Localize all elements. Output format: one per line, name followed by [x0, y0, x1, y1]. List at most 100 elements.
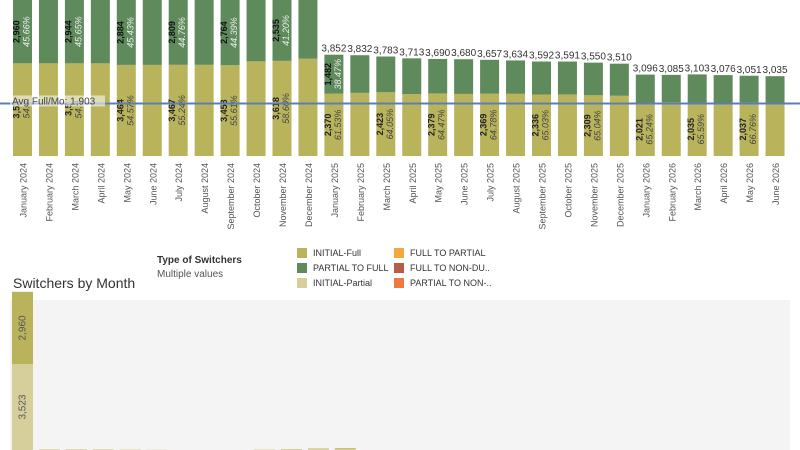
bar-percent-label: 58.60%	[281, 93, 291, 124]
bar-total-label: 3,591	[555, 51, 580, 62]
bar-partial-to-full[interactable]	[428, 58, 448, 94]
bar-partial-to-full[interactable]	[583, 62, 603, 96]
bar-initial-full[interactable]	[428, 93, 448, 156]
x-axis-tick-label: February 2024	[44, 163, 54, 222]
bar-initial-full[interactable]	[220, 65, 240, 156]
bar-partial-to-full[interactable]	[38, 0, 58, 64]
bar-percent-label: 65.59%	[696, 114, 706, 145]
bar-initial-full[interactable]	[194, 64, 214, 156]
bar-initial-full[interactable]	[687, 102, 707, 156]
bar-partial-to-full[interactable]	[376, 56, 396, 93]
x-axis-tick-label: December 2024	[304, 163, 314, 227]
legend: Type of Switchers Multiple values INITIA…	[157, 248, 517, 296]
x-axis-tick-label: March 2025	[382, 163, 392, 211]
bar-initial-full[interactable]	[350, 92, 370, 156]
bar-partial-to-full[interactable]	[661, 74, 681, 103]
bar-initial-full[interactable]	[38, 63, 58, 156]
legend-filter-value[interactable]: Multiple values	[157, 269, 224, 280]
bar-initial-full[interactable]	[142, 64, 162, 156]
bar-initial-full[interactable]	[609, 95, 629, 156]
bar-segment[interactable]	[334, 448, 356, 450]
bar-initial-full[interactable]	[532, 94, 551, 156]
bar-partial-to-full[interactable]	[506, 60, 526, 94]
x-axis-tick-label: June 2026	[771, 163, 781, 205]
bar-partial-to-full[interactable]	[194, 0, 214, 65]
bar-initial-full[interactable]	[739, 102, 759, 156]
bar-value-label: 2,809	[167, 21, 177, 44]
bar-segment[interactable]	[12, 364, 33, 450]
bar-partial-to-full[interactable]	[142, 0, 162, 65]
bar-initial-full[interactable]	[376, 92, 396, 156]
bar-initial-full[interactable]	[168, 64, 188, 156]
reference-line-label-bg	[10, 95, 105, 107]
bar-initial-full[interactable]	[506, 93, 526, 156]
bar-partial-to-full[interactable]	[324, 54, 344, 94]
x-axis-tick-label: October 2025	[563, 163, 573, 218]
bar-partial-to-full[interactable]	[687, 74, 707, 103]
bar-initial-full[interactable]	[13, 63, 32, 156]
bar-partial-to-full[interactable]	[402, 58, 422, 95]
bar-partial-to-full[interactable]	[246, 0, 266, 62]
bar-partial-to-full[interactable]	[609, 63, 629, 96]
bar-partial-to-full[interactable]	[532, 61, 551, 95]
bar-partial-to-full[interactable]	[713, 75, 733, 103]
legend-item[interactable]: INITIAL-Full	[297, 248, 361, 258]
bar-initial-full[interactable]	[454, 93, 474, 156]
bar-initial-full[interactable]	[116, 64, 136, 156]
bar-initial-full[interactable]	[272, 60, 292, 156]
section-title: Switchers by Month	[13, 275, 136, 291]
bar-partial-to-full[interactable]	[454, 59, 474, 94]
bar-partial-to-full[interactable]	[739, 75, 759, 103]
bar-initial-full[interactable]	[402, 94, 422, 156]
legend-label: FULL TO PARTIAL	[410, 248, 486, 258]
bar-total-label: 3,510	[607, 53, 632, 64]
bar-value-label: 3,52	[12, 101, 22, 119]
x-axis-tick-label: May 2026	[745, 163, 755, 203]
bar-initial-full[interactable]	[246, 61, 266, 156]
bar-value-label: 2,944	[63, 20, 73, 43]
legend-label: INITIAL-Full	[313, 248, 362, 258]
legend-label: PARTIAL TO NON-..	[410, 278, 492, 288]
bar-partial-to-full[interactable]	[90, 0, 110, 64]
bar-initial-full[interactable]	[557, 94, 577, 156]
bar-initial-full[interactable]	[298, 58, 318, 156]
x-axis-tick-label: January 2024	[19, 163, 29, 218]
x-axis-tick-label: April 2026	[719, 163, 729, 204]
bar-partial-to-full[interactable]	[116, 0, 136, 65]
bar-partial-to-full[interactable]	[480, 59, 500, 94]
legend-swatch	[297, 263, 307, 273]
bar-partial-to-full[interactable]	[13, 0, 32, 64]
bar-initial-full[interactable]	[324, 93, 344, 156]
legend-item[interactable]: FULL TO PARTIAL	[394, 248, 486, 258]
bar-value-label: 2,035	[686, 118, 696, 141]
bar-initial-full[interactable]	[635, 102, 655, 156]
bar-initial-full[interactable]	[713, 102, 733, 156]
x-axis-tick-label: July 2025	[486, 163, 496, 202]
bar-partial-to-full[interactable]	[168, 0, 188, 65]
bar-initial-full[interactable]	[64, 63, 84, 156]
legend-swatch	[394, 278, 404, 288]
bar-partial-to-full[interactable]	[220, 0, 240, 66]
bar-segment[interactable]	[12, 291, 33, 365]
bar-percent-label: 54.57%	[125, 95, 135, 126]
bar-value-label: 2,423	[375, 113, 385, 136]
legend-item[interactable]: PARTIAL TO NON-..	[394, 278, 492, 288]
bar-initial-full[interactable]	[765, 102, 785, 156]
bar-partial-to-full[interactable]	[765, 76, 785, 103]
bar-partial-to-full[interactable]	[272, 0, 292, 61]
bar-partial-to-full[interactable]	[298, 0, 318, 59]
bar-partial-to-full[interactable]	[64, 0, 84, 64]
bar-initial-full[interactable]	[583, 95, 603, 156]
legend-item[interactable]: FULL TO NON-DU..	[394, 263, 490, 273]
x-axis-tick-label: April 2024	[96, 163, 106, 204]
bar-partial-to-full[interactable]	[635, 74, 655, 103]
bar-initial-full[interactable]	[90, 63, 110, 156]
legend-item[interactable]: PARTIAL TO FULL	[297, 263, 389, 273]
bar-initial-full[interactable]	[661, 102, 681, 156]
bar-initial-full[interactable]	[480, 93, 500, 156]
bar-partial-to-full[interactable]	[350, 55, 370, 93]
bar-percent-label: 54.3	[73, 101, 83, 119]
legend-item[interactable]: INITIAL-Partial	[297, 278, 372, 288]
bar-segment[interactable]	[334, 448, 356, 449]
bar-partial-to-full[interactable]	[557, 61, 577, 95]
